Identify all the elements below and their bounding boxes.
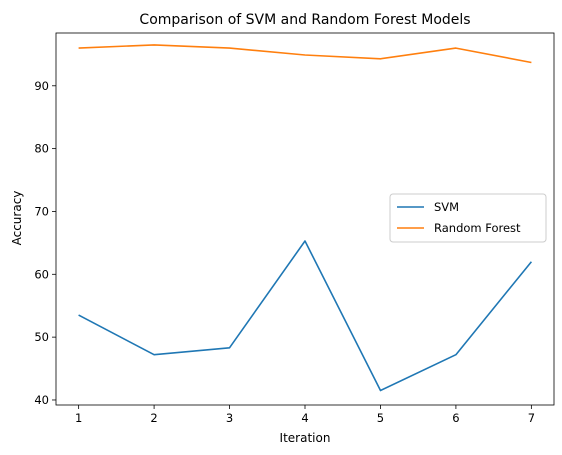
x-axis-label: Iteration — [280, 431, 331, 445]
x-tick-label: 3 — [226, 411, 233, 425]
y-tick-label: 80 — [34, 142, 49, 156]
chart-title: Comparison of SVM and Random Forest Mode… — [139, 12, 470, 28]
x-tick-label: 4 — [301, 411, 308, 425]
y-axis: 40 50 60 70 80 90 — [34, 79, 56, 407]
y-tick-label: 40 — [34, 393, 49, 407]
legend-label: SVM — [434, 200, 459, 214]
y-axis-label: Accuracy — [10, 191, 24, 246]
x-tick-label: 5 — [377, 411, 384, 425]
legend-label: Random Forest — [434, 221, 521, 235]
plot-lines — [78, 44, 533, 392]
y-tick-label: 50 — [34, 330, 49, 344]
x-axis: 1 2 3 4 5 6 7 — [75, 405, 535, 425]
series-line-svm — [78, 240, 533, 392]
x-tick-label: 7 — [528, 411, 535, 425]
x-tick-label: 2 — [150, 411, 157, 425]
legend: SVM Random Forest — [389, 193, 547, 243]
y-tick-label: 70 — [34, 204, 49, 218]
x-tick-label: 1 — [75, 411, 82, 425]
x-tick-label: 6 — [452, 411, 459, 425]
y-tick-label: 90 — [34, 79, 49, 93]
series-line-random-forest — [78, 44, 532, 64]
legend-box — [389, 193, 547, 243]
y-tick-label: 60 — [34, 267, 49, 281]
